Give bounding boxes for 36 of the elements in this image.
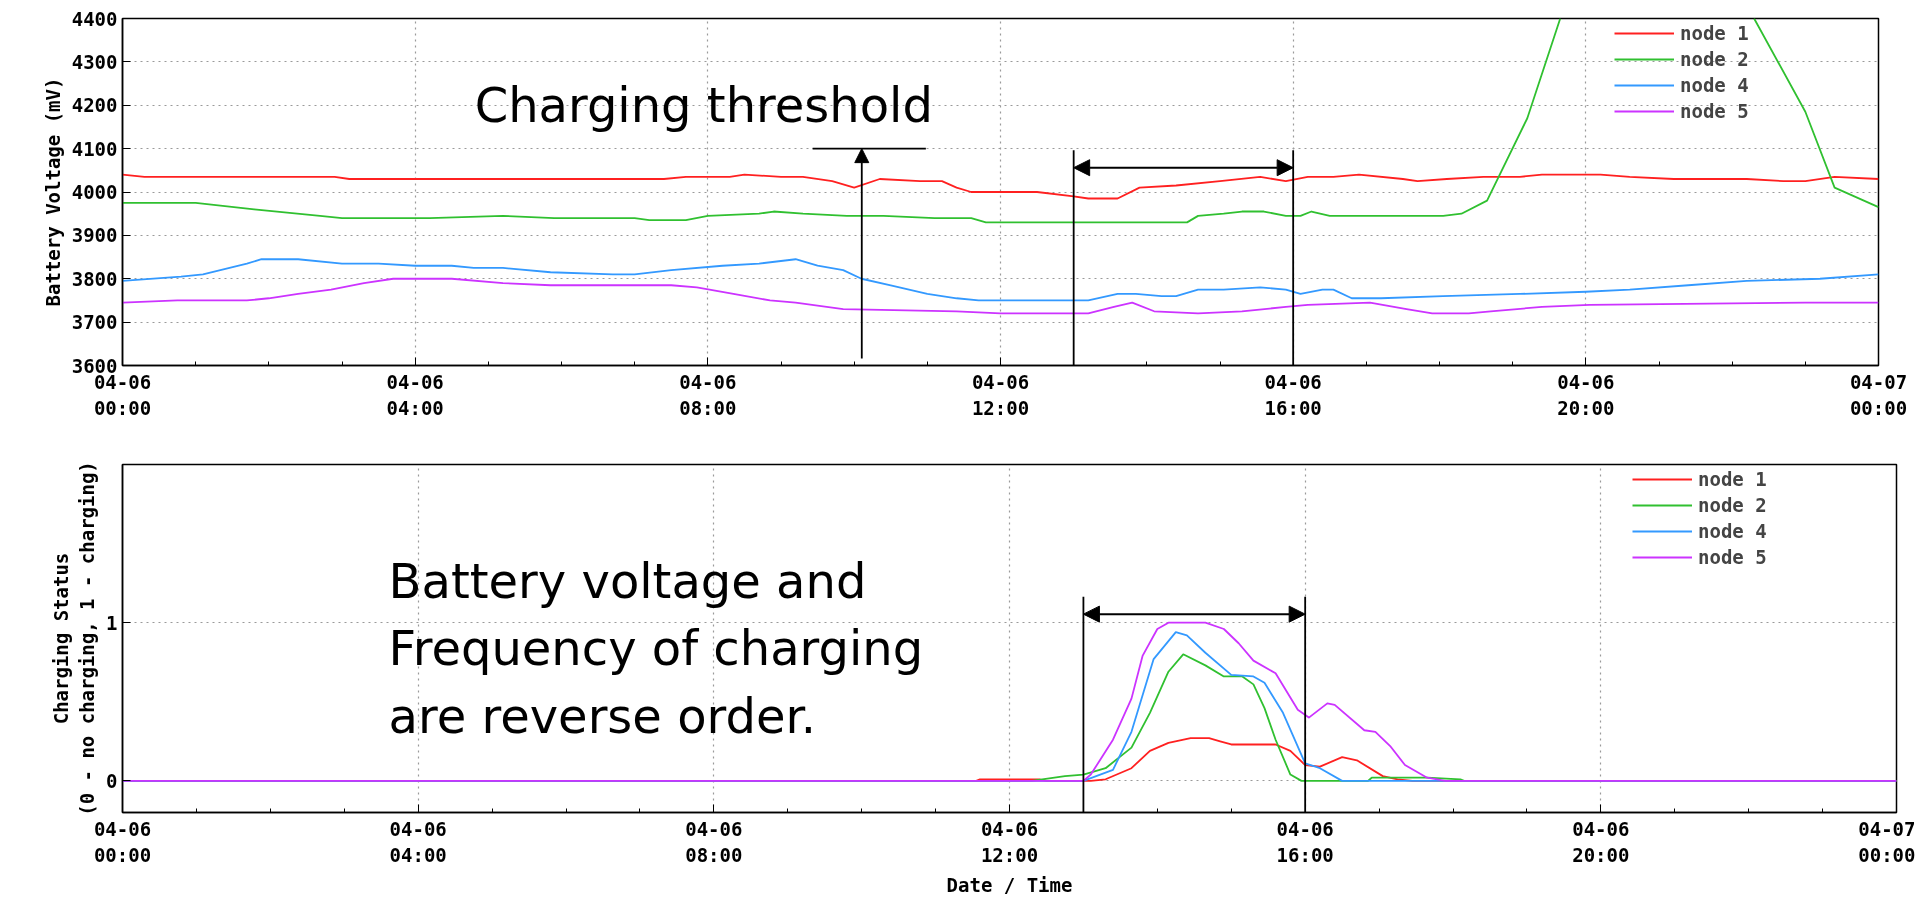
legend-label: node 4 — [1698, 520, 1767, 542]
ref-line-label: Charging threshold — [474, 77, 933, 134]
x-tick-label: 04-06 04:00 — [386, 370, 444, 419]
legend-label: node 1 — [1680, 22, 1749, 44]
x-tick-label: 04-06 12:00 — [980, 817, 1039, 866]
x-tick-label: 04-06 16:00 — [1264, 370, 1322, 419]
y-tick-label: 1 — [106, 611, 118, 634]
x-tick-label: 04-06 20:00 — [1572, 817, 1630, 866]
x-tick-label: 04-07 00:00 — [1849, 370, 1908, 419]
y-tick-label: 0 — [106, 769, 118, 792]
x-axis-title: Date / Time — [946, 873, 1073, 896]
x-tick-label: 04-06 00:00 — [93, 817, 152, 866]
y-tick-label: 4100 — [71, 137, 118, 160]
legend-label: node 1 — [1698, 468, 1767, 490]
y-tick-label: 3700 — [71, 311, 118, 334]
y-tick-label: 4300 — [71, 50, 118, 73]
legend-label: node 5 — [1698, 546, 1767, 568]
x-tick-label: 04-06 08:00 — [685, 817, 743, 866]
y-tick-label: 3800 — [71, 267, 118, 290]
x-tick-label: 04-06 20:00 — [1557, 370, 1615, 419]
y-tick-label: 4000 — [71, 181, 118, 203]
y-tick-label: 4200 — [71, 94, 118, 117]
legend-label: node 4 — [1680, 74, 1749, 96]
legend-label: node 5 — [1680, 100, 1749, 122]
annotation: Battery voltage and Frequency of charging are reverse order. — [388, 553, 924, 744]
x-tick-label: 04-07 00:00 — [1858, 817, 1915, 866]
legend-label: node 2 — [1698, 494, 1767, 516]
x-tick-label: 04-06 04:00 — [389, 817, 447, 866]
x-tick-label: 04-06 08:00 — [679, 370, 737, 419]
y-axis-title: Charging Status (0 - no charging, 1 - charging) — [49, 461, 99, 816]
y-axis-title: Battery Voltage (mV) — [41, 77, 64, 307]
x-tick-label: 04-06 16:00 — [1276, 817, 1334, 866]
y-tick-label: 4400 — [71, 7, 118, 30]
y-tick-label: 3900 — [71, 224, 118, 247]
legend-label: node 2 — [1680, 48, 1749, 70]
x-tick-label: 04-06 12:00 — [971, 370, 1030, 419]
